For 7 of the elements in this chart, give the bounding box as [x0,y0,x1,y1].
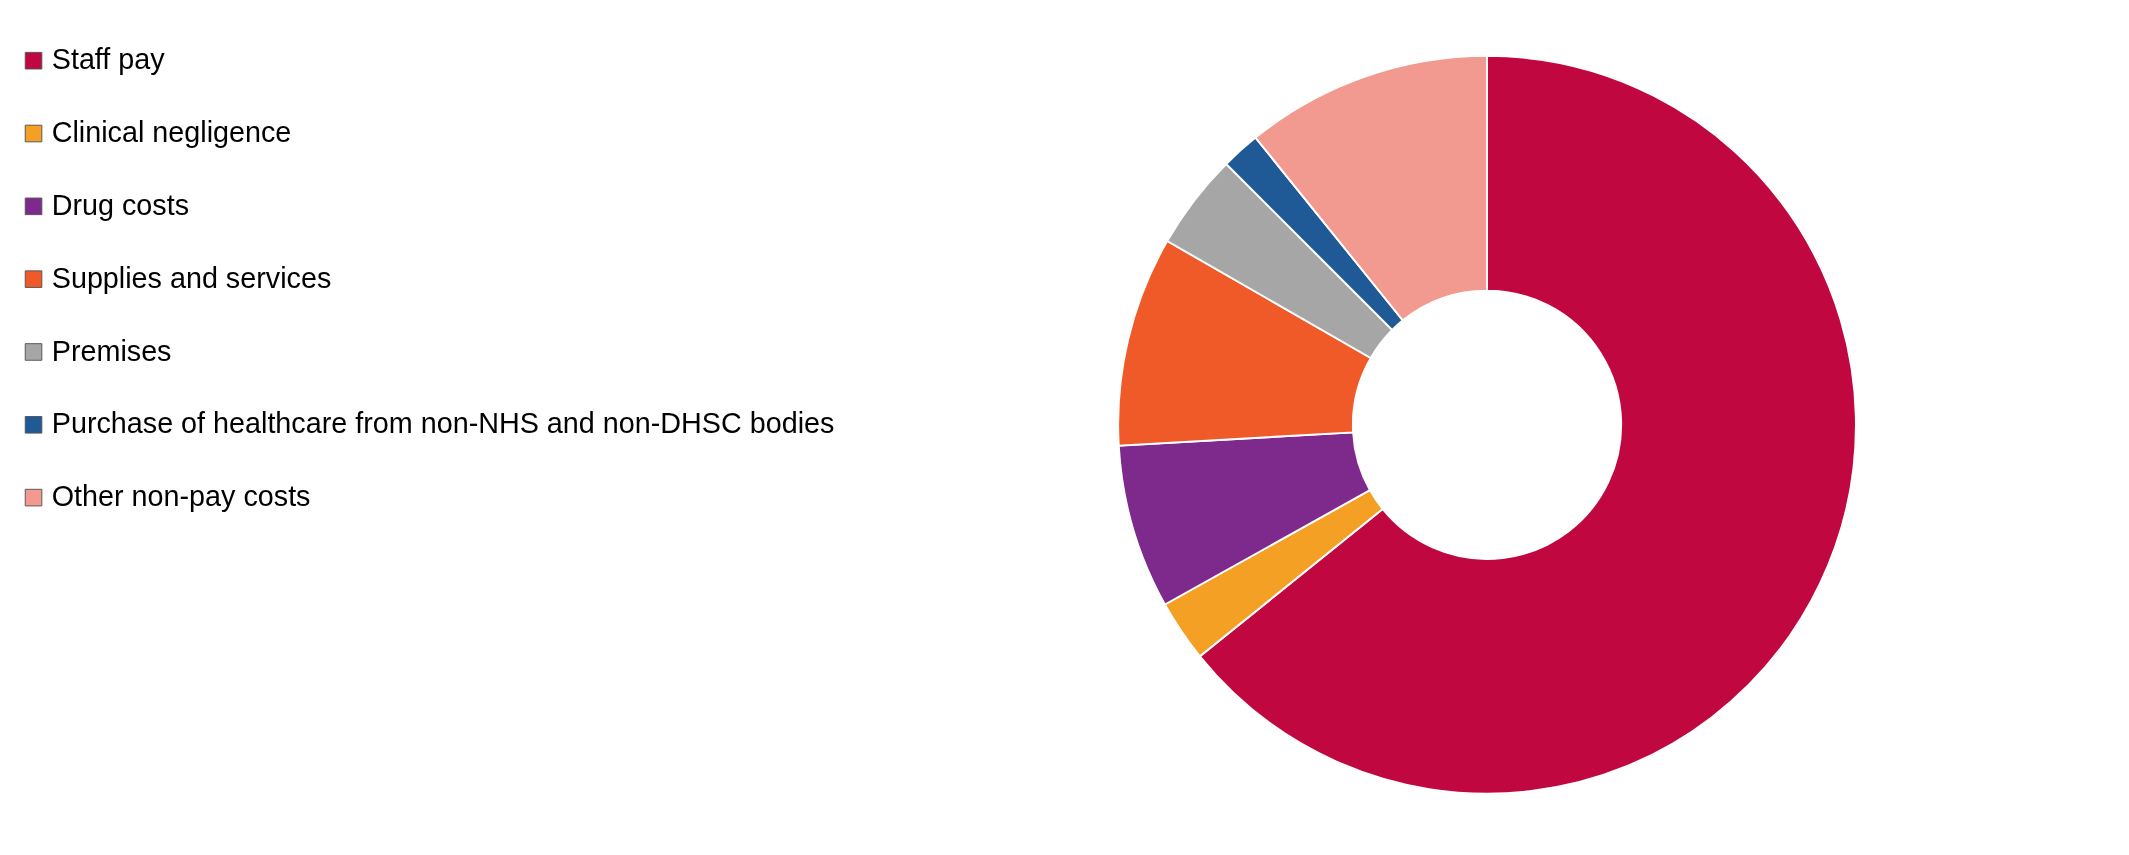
legend-label: Other non-pay costs [51,480,311,513]
legend-label: Drug costs [51,188,190,221]
legend-label: Purchase of healthcare from non-NHS and non-DHSC bodies [51,407,835,440]
legend-label: Staff pay [51,43,166,76]
legend-label: Supplies and services [51,261,332,294]
legend-label: Clinical negligence [51,116,292,149]
legend-label: Premises [51,334,172,367]
